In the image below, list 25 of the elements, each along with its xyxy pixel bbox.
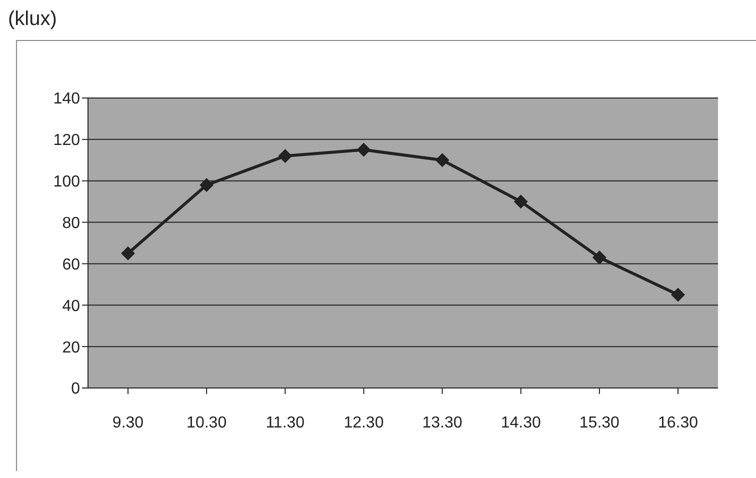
- point: [435, 153, 450, 168]
- point: [356, 142, 371, 157]
- y-tick-label: 60: [62, 256, 80, 274]
- x-tick-label: 11.30: [266, 414, 305, 432]
- y-tick-label: 100: [53, 174, 80, 191]
- point: [200, 178, 214, 192]
- y-tick-label: 120: [53, 132, 80, 150]
- point: [278, 149, 292, 163]
- x-tick-label: 13.30: [422, 414, 462, 432]
- x-tick-label: 16.30: [658, 414, 698, 432]
- point: [514, 194, 528, 209]
- point: [121, 246, 135, 260]
- x-tick-label: 9.30: [112, 414, 144, 432]
- y-tick-label: 0: [71, 380, 80, 398]
- y-tick-label: 40: [62, 298, 80, 315]
- x-tick-label: 12.30: [344, 414, 384, 432]
- y-tick-label: 20: [62, 339, 80, 356]
- y-axis-title: (klux): [8, 8, 57, 31]
- point: [592, 250, 606, 264]
- y-tick-label: 140: [53, 90, 80, 108]
- x-tick-label: 10.30: [186, 414, 227, 432]
- point: [671, 288, 685, 302]
- x-tick-label: 15.30: [579, 414, 620, 432]
- x-tick-label: 14.30: [500, 414, 541, 432]
- y-tick-label: 80: [62, 214, 80, 232]
